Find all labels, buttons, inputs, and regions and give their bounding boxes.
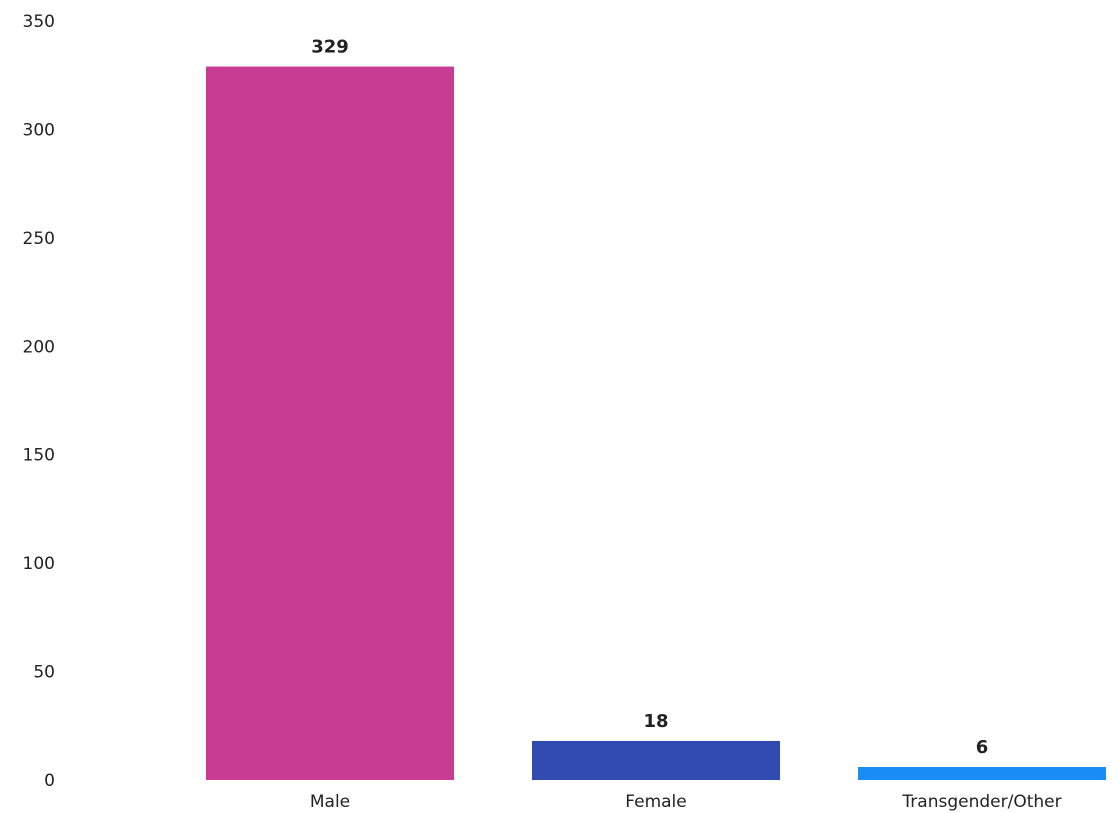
data-label: 6 [976, 737, 989, 758]
y-tick-label: 100 [23, 554, 55, 574]
data-label: 18 [643, 711, 668, 732]
y-tick-label: 50 [33, 663, 55, 683]
y-tick-label: 200 [23, 337, 55, 357]
bar [206, 66, 454, 781]
x-tick-label: Male [310, 792, 350, 812]
bars [206, 66, 1106, 781]
x-axis: Male Female Transgender/Other [310, 792, 1062, 812]
y-tick-label: 300 [23, 120, 55, 140]
data-label: 329 [311, 37, 349, 58]
bar [858, 766, 1106, 780]
y-tick-label: 0 [44, 771, 55, 791]
x-tick-label: Transgender/Other [901, 792, 1061, 812]
data-labels: 329 18 6 [311, 37, 988, 758]
y-tick-label: 350 [23, 12, 55, 32]
bar [532, 740, 780, 780]
y-tick-label: 150 [23, 446, 55, 466]
y-tick-label: 250 [23, 229, 55, 249]
y-axis: 0 50 100 150 200 250 300 350 [23, 12, 55, 791]
x-tick-label: Female [625, 792, 686, 812]
